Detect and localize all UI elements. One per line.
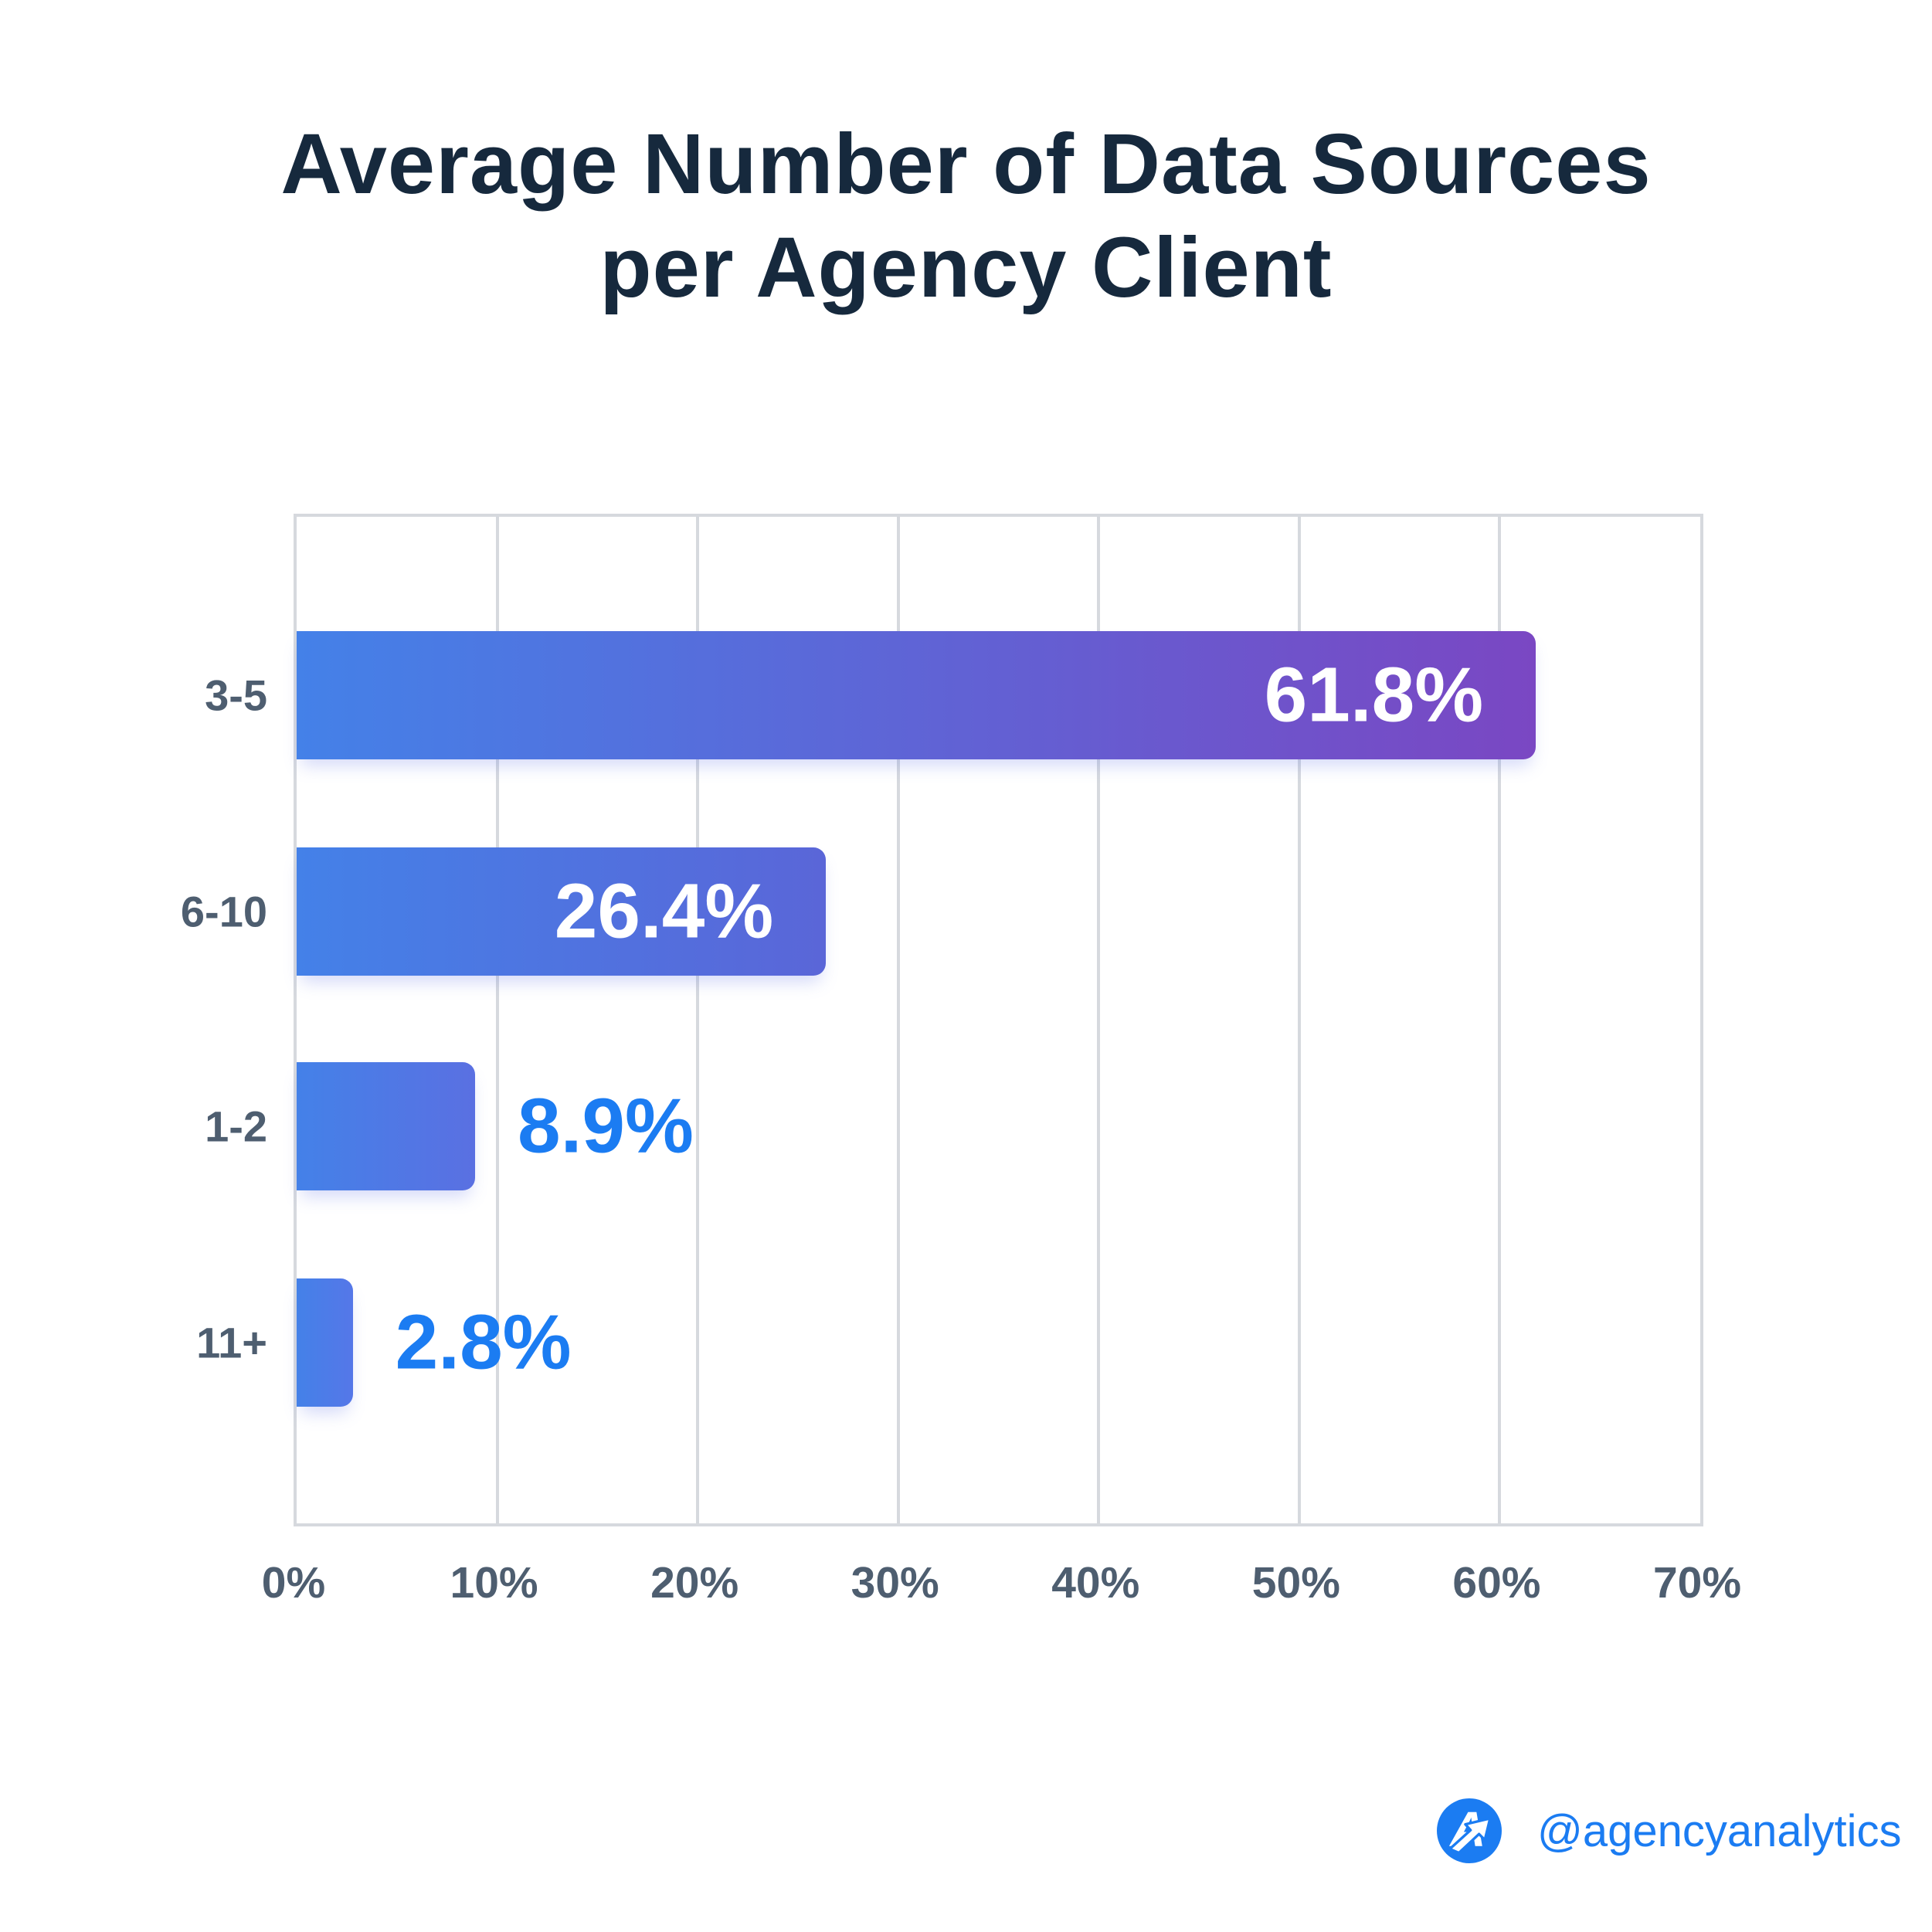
x-tick-label: 40% xyxy=(1051,1558,1140,1608)
x-tick-label: 0% xyxy=(261,1558,326,1608)
x-tick-label: 50% xyxy=(1251,1558,1340,1608)
gridline xyxy=(1297,517,1301,1523)
chart-title: Average Number of Data Sources per Agenc… xyxy=(0,113,1932,320)
category-label: 6-10 xyxy=(180,887,267,936)
x-tick-label: 30% xyxy=(851,1558,939,1608)
gridline xyxy=(696,517,700,1523)
footer: A @agencyanalytics xyxy=(1437,1798,1902,1863)
category-label: 1-2 xyxy=(205,1102,267,1151)
social-handle: @agencyanalytics xyxy=(1537,1805,1902,1856)
plot-area: 3-5 61.8% 6-10 26.4% 1-2 8.9% 11+ 2.8% xyxy=(181,514,1703,1526)
value-label: 2.8% xyxy=(395,1299,572,1386)
bar-3-5: 61.8% xyxy=(297,631,1536,759)
bar-row: 1-2 8.9% xyxy=(205,1062,1700,1190)
category-label: 3-5 xyxy=(205,671,267,720)
value-label: 61.8% xyxy=(1264,651,1484,739)
bar-11+ xyxy=(297,1278,353,1407)
value-label: 8.9% xyxy=(518,1082,694,1170)
agencyanalytics-logo-icon: A xyxy=(1437,1798,1502,1863)
x-tick-label: 20% xyxy=(650,1558,739,1608)
gridline xyxy=(1498,517,1502,1523)
x-tick-label: 70% xyxy=(1652,1558,1742,1608)
bar-6-10: 26.4% xyxy=(297,847,827,976)
bar-row: 6-10 26.4% xyxy=(181,847,1700,976)
bar-row: 3-5 61.8% xyxy=(205,631,1700,759)
value-label: 26.4% xyxy=(554,868,774,955)
x-tick-label: 10% xyxy=(450,1558,538,1608)
category-label: 11+ xyxy=(196,1318,267,1367)
bar-1-2 xyxy=(297,1062,476,1190)
chart-title-line-2: per Agency Client xyxy=(599,220,1333,316)
gridline xyxy=(896,517,900,1523)
chart-title-line-1: Average Number of Data Sources xyxy=(280,117,1652,212)
x-axis: 0% 10% 20% 30% 40% 50% 60% 70% xyxy=(262,1557,1741,1627)
gridline xyxy=(495,517,499,1523)
gridline xyxy=(1097,517,1101,1523)
bar-row: 11+ 2.8% xyxy=(196,1278,1700,1407)
x-tick-label: 60% xyxy=(1452,1558,1541,1608)
